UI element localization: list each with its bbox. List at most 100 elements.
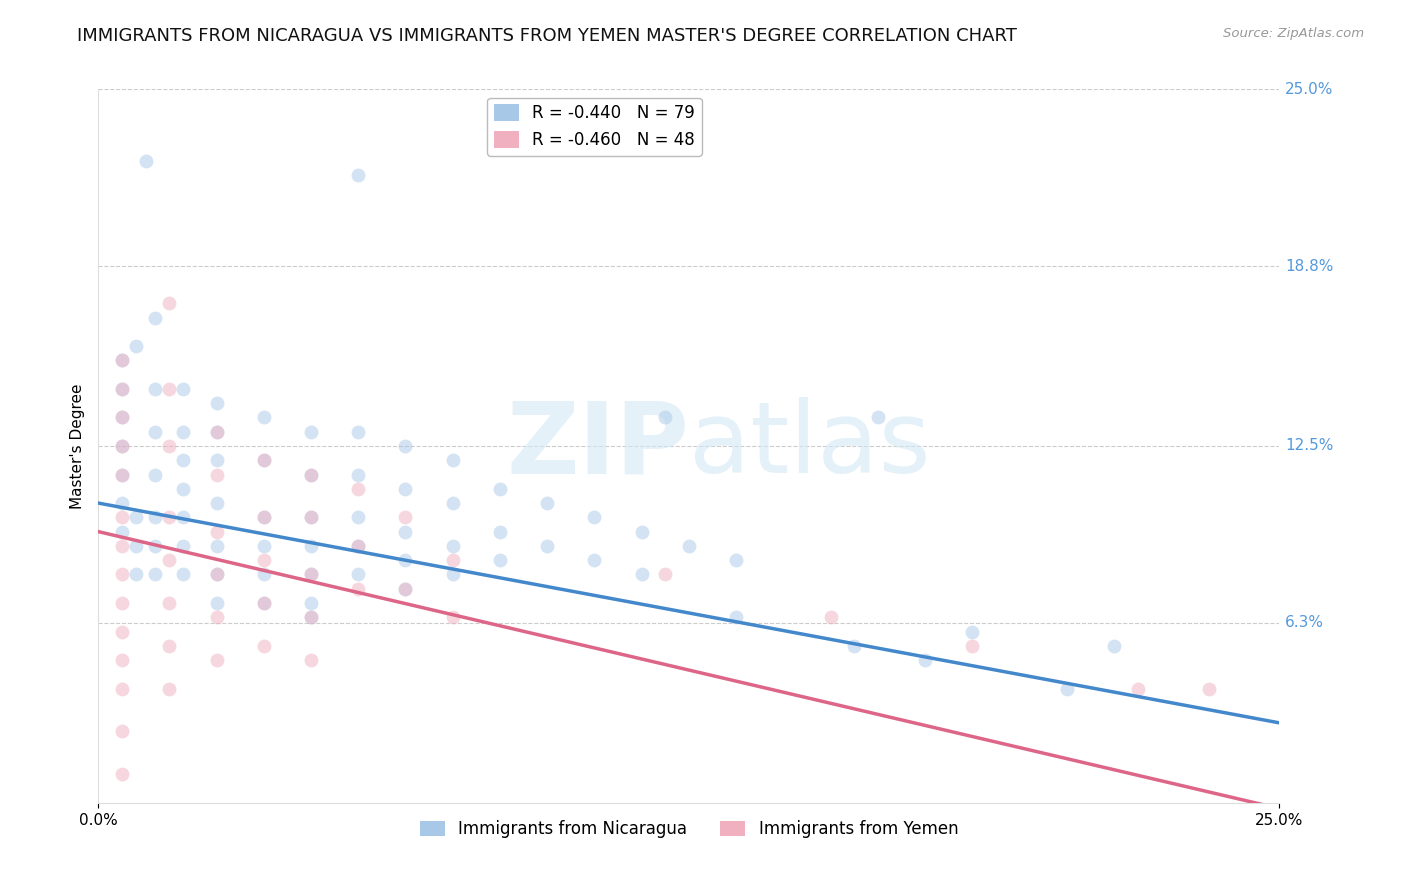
Immigrants from Nicaragua	[143, 382, 166, 396]
Immigrants from Nicaragua	[143, 425, 166, 439]
Immigrants from Yemen	[157, 296, 180, 310]
Immigrants from Nicaragua	[299, 596, 322, 610]
Immigrants from Nicaragua	[172, 539, 194, 553]
Immigrants from Nicaragua	[253, 567, 276, 582]
Immigrants from Yemen	[157, 382, 180, 396]
Immigrants from Nicaragua	[143, 567, 166, 582]
Immigrants from Nicaragua	[347, 510, 370, 524]
Immigrants from Nicaragua	[253, 510, 276, 524]
Immigrants from Yemen	[205, 524, 228, 539]
Immigrants from Yemen	[1126, 681, 1149, 696]
Immigrants from Yemen	[111, 624, 134, 639]
Text: 12.5%: 12.5%	[1285, 439, 1334, 453]
Immigrants from Nicaragua	[441, 567, 464, 582]
Immigrants from Nicaragua	[441, 453, 464, 467]
Immigrants from Nicaragua	[394, 439, 416, 453]
Immigrants from Nicaragua	[299, 567, 322, 582]
Immigrants from Nicaragua	[441, 496, 464, 510]
Immigrants from Nicaragua	[205, 453, 228, 467]
Immigrants from Yemen	[205, 567, 228, 582]
Immigrants from Nicaragua	[253, 453, 276, 467]
Text: 25.0%: 25.0%	[1285, 82, 1334, 96]
Immigrants from Nicaragua	[253, 539, 276, 553]
Immigrants from Yemen	[157, 681, 180, 696]
Immigrants from Nicaragua	[725, 553, 748, 567]
Immigrants from Nicaragua	[583, 553, 606, 567]
Immigrants from Nicaragua	[347, 467, 370, 482]
Immigrants from Yemen	[299, 610, 322, 624]
Immigrants from Nicaragua	[630, 524, 652, 539]
Immigrants from Nicaragua	[125, 339, 148, 353]
Immigrants from Yemen	[111, 510, 134, 524]
Immigrants from Yemen	[111, 767, 134, 781]
Immigrants from Yemen	[205, 467, 228, 482]
Immigrants from Yemen	[962, 639, 984, 653]
Immigrants from Yemen	[205, 425, 228, 439]
Immigrants from Yemen	[299, 567, 322, 582]
Immigrants from Nicaragua	[143, 467, 166, 482]
Immigrants from Nicaragua	[441, 539, 464, 553]
Immigrants from Nicaragua	[172, 482, 194, 496]
Immigrants from Nicaragua	[111, 410, 134, 425]
Immigrants from Yemen	[157, 639, 180, 653]
Immigrants from Nicaragua	[205, 567, 228, 582]
Immigrants from Yemen	[654, 567, 676, 582]
Immigrants from Yemen	[111, 439, 134, 453]
Immigrants from Nicaragua	[172, 382, 194, 396]
Immigrants from Yemen	[394, 582, 416, 596]
Immigrants from Yemen	[299, 510, 322, 524]
Immigrants from Nicaragua	[143, 310, 166, 325]
Text: atlas: atlas	[689, 398, 931, 494]
Immigrants from Yemen	[111, 596, 134, 610]
Immigrants from Nicaragua	[172, 453, 194, 467]
Immigrants from Yemen	[299, 467, 322, 482]
Immigrants from Yemen	[111, 353, 134, 368]
Immigrants from Nicaragua	[394, 482, 416, 496]
Immigrants from Nicaragua	[1102, 639, 1125, 653]
Immigrants from Yemen	[111, 653, 134, 667]
Immigrants from Nicaragua	[111, 524, 134, 539]
Immigrants from Yemen	[299, 653, 322, 667]
Immigrants from Yemen	[253, 639, 276, 653]
Immigrants from Yemen	[253, 510, 276, 524]
Immigrants from Yemen	[157, 510, 180, 524]
Immigrants from Nicaragua	[347, 567, 370, 582]
Immigrants from Nicaragua	[111, 496, 134, 510]
Immigrants from Nicaragua	[111, 439, 134, 453]
Immigrants from Yemen	[111, 410, 134, 425]
Text: ZIP: ZIP	[506, 398, 689, 494]
Immigrants from Nicaragua	[914, 653, 936, 667]
Immigrants from Nicaragua	[205, 396, 228, 410]
Immigrants from Yemen	[441, 610, 464, 624]
Immigrants from Yemen	[253, 453, 276, 467]
Immigrants from Nicaragua	[125, 567, 148, 582]
Immigrants from Nicaragua	[125, 510, 148, 524]
Text: 18.8%: 18.8%	[1285, 259, 1334, 274]
Immigrants from Nicaragua	[172, 567, 194, 582]
Y-axis label: Master's Degree: Master's Degree	[69, 384, 84, 508]
Immigrants from Nicaragua	[489, 524, 512, 539]
Immigrants from Nicaragua	[172, 425, 194, 439]
Immigrants from Nicaragua	[962, 624, 984, 639]
Immigrants from Nicaragua	[489, 553, 512, 567]
Immigrants from Nicaragua	[347, 539, 370, 553]
Immigrants from Nicaragua	[205, 496, 228, 510]
Text: Source: ZipAtlas.com: Source: ZipAtlas.com	[1223, 27, 1364, 40]
Immigrants from Yemen	[441, 553, 464, 567]
Immigrants from Nicaragua	[143, 510, 166, 524]
Immigrants from Yemen	[1198, 681, 1220, 696]
Immigrants from Yemen	[111, 681, 134, 696]
Immigrants from Yemen	[347, 539, 370, 553]
Immigrants from Nicaragua	[394, 524, 416, 539]
Text: IMMIGRANTS FROM NICARAGUA VS IMMIGRANTS FROM YEMEN MASTER'S DEGREE CORRELATION C: IMMIGRANTS FROM NICARAGUA VS IMMIGRANTS …	[77, 27, 1017, 45]
Immigrants from Nicaragua	[844, 639, 866, 653]
Immigrants from Nicaragua	[205, 539, 228, 553]
Immigrants from Yemen	[111, 539, 134, 553]
Immigrants from Nicaragua	[253, 410, 276, 425]
Immigrants from Nicaragua	[205, 596, 228, 610]
Immigrants from Nicaragua	[299, 425, 322, 439]
Immigrants from Yemen	[205, 610, 228, 624]
Immigrants from Nicaragua	[347, 168, 370, 182]
Immigrants from Yemen	[253, 553, 276, 567]
Immigrants from Yemen	[347, 482, 370, 496]
